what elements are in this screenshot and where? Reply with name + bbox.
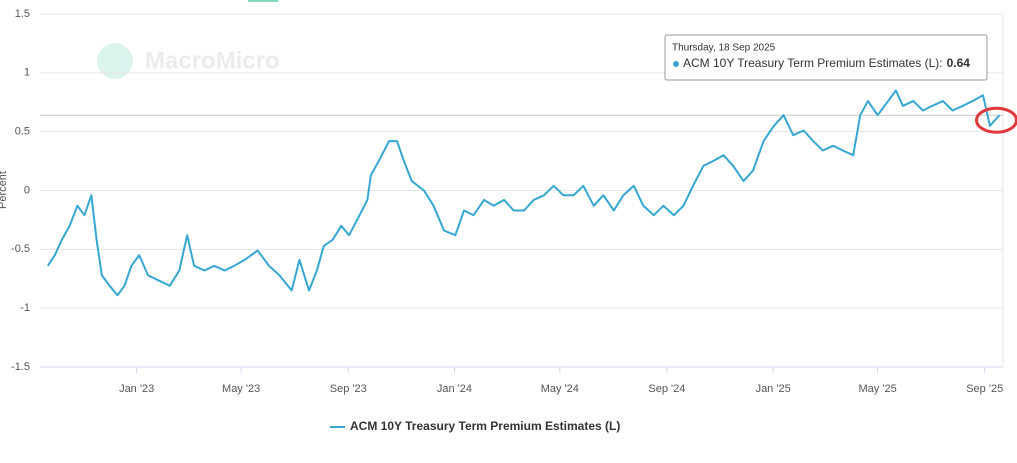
tooltip-label: ACM 10Y Treasury Term Premium Estimates …: [683, 56, 943, 70]
x-tick-label: Jan '25: [756, 383, 791, 395]
x-tick-label: Sep '25: [966, 383, 1003, 395]
top-tab: [248, 0, 278, 2]
y-tick-label: -1.5: [11, 361, 30, 373]
y-tick-label: 0: [24, 184, 30, 196]
y-tick-label: -0.5: [11, 243, 30, 255]
watermark: MacroMicro: [97, 43, 280, 79]
tooltip-dot: [673, 61, 679, 67]
y-tick-label: 1: [24, 67, 30, 79]
y-tick-label: 0.5: [15, 126, 30, 138]
x-tick-label: Jan '23: [119, 383, 154, 395]
highlight-circle: [975, 106, 1017, 134]
y-axis-label: Percent: [0, 171, 9, 209]
x-tick-label: May '25: [859, 383, 897, 395]
tooltip-text: ACM 10Y Treasury Term Premium Estimates …: [683, 56, 970, 70]
tooltip-value: 0.64: [947, 56, 971, 70]
x-tick-label: Sep '23: [330, 383, 367, 395]
watermark-text: MacroMicro: [145, 47, 280, 74]
tooltip: Thursday, 18 Sep 2025 ACM 10Y Treasury Te…: [664, 34, 988, 81]
tooltip-box: [664, 34, 988, 81]
series-line: [47, 89, 1001, 297]
x-tick-label: May '23: [222, 383, 260, 395]
x-tick-label: May '24: [541, 383, 579, 395]
watermark-icon: [97, 43, 133, 79]
x-tick-label: Sep '24: [648, 383, 685, 395]
legend-label: ACM 10Y Treasury Term Premium Estimates …: [350, 419, 620, 433]
tooltip-date: Thursday, 18 Sep 2025: [672, 43, 776, 54]
x-tick-label: Jan '24: [437, 383, 472, 395]
y-tick-label: -1: [20, 302, 30, 314]
y-tick-label: 1.5: [15, 8, 30, 20]
